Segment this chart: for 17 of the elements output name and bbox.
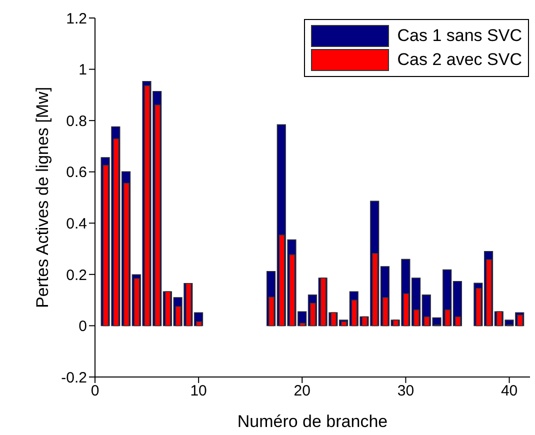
y-tick-label: -0.2 bbox=[61, 369, 87, 386]
y-tick-label: 1.2 bbox=[66, 10, 87, 28]
x-tick-label: 20 bbox=[294, 382, 310, 400]
y-tick-label: 0.6 bbox=[66, 164, 87, 182]
legend-label: Cas 2 avec SVC bbox=[397, 50, 522, 70]
x-axis-title: Numéro de branche bbox=[237, 412, 388, 431]
x-tick-label: 0 bbox=[90, 382, 100, 400]
y-tick-label: 0 bbox=[78, 318, 87, 336]
x-tick-label: 40 bbox=[500, 382, 518, 400]
x-tick-label: 10 bbox=[190, 382, 207, 400]
y-tick-label: 0.4 bbox=[66, 215, 87, 232]
legend-label: Cas 1 sans SVC bbox=[397, 26, 522, 46]
x-tick-label: 30 bbox=[397, 382, 414, 400]
y-axis-title: Pertes Actives de lignes [Mw] bbox=[33, 86, 52, 308]
y-tick-label: 0.8 bbox=[66, 112, 87, 130]
y-tick-label: 0.2 bbox=[66, 266, 87, 284]
y-tick-label: 1 bbox=[78, 62, 87, 79]
